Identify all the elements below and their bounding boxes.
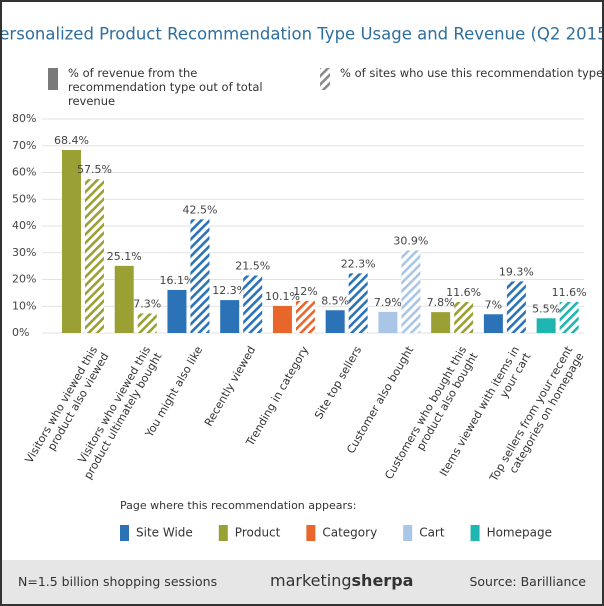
- bar: [378, 311, 398, 333]
- value-label: 21.5%: [235, 259, 270, 272]
- value-label: 8.5%: [321, 294, 349, 307]
- page-legend-label: Product: [235, 526, 281, 540]
- y-tick-label: 80%: [12, 112, 36, 125]
- bar: [295, 300, 315, 333]
- chart: Personalized Product Recommendation Type…: [2, 25, 602, 541]
- page-legend-swatch: [120, 525, 129, 541]
- value-label: 25.1%: [107, 250, 142, 263]
- legend-label: % of revenue from the recommendation typ…: [68, 66, 263, 108]
- page-legend-swatch: [218, 525, 228, 541]
- legend-label: % of sites who use this recommendation t…: [340, 66, 604, 80]
- y-tick-label: 30%: [12, 246, 36, 259]
- bar: [220, 300, 240, 333]
- value-label: 7.8%: [427, 296, 455, 309]
- bar: [272, 305, 292, 333]
- y-tick-label: 0%: [12, 326, 29, 339]
- value-label: 16.1%: [159, 274, 194, 287]
- page-legend-label: Cart: [419, 526, 445, 540]
- bar: [114, 265, 134, 333]
- logo-bold: sherpa: [351, 571, 414, 590]
- bar: [348, 273, 368, 333]
- chart-title: Personalized Product Recommendation Type…: [2, 25, 602, 44]
- footer: N=1.5 billion shopping sessions marketin…: [2, 560, 602, 604]
- value-label: 42.5%: [182, 203, 217, 216]
- page-legend-label: Category: [322, 526, 377, 540]
- page-legend-swatch: [403, 525, 413, 541]
- bar: [483, 314, 503, 333]
- bar: [559, 301, 579, 333]
- value-label: 68.4%: [54, 134, 89, 147]
- value-label: 12.3%: [212, 284, 247, 297]
- value-label: 7.3%: [133, 297, 161, 310]
- bar: [401, 250, 421, 333]
- y-tick-label: 70%: [12, 139, 36, 152]
- value-label: 7.9%: [374, 296, 402, 309]
- bar: [84, 179, 104, 333]
- logo-light: marketing: [270, 571, 352, 590]
- bar: [536, 318, 556, 333]
- legend-swatch: [48, 68, 58, 90]
- value-label: 5.5%: [532, 302, 560, 315]
- value-label: 7%: [485, 298, 502, 311]
- footer-source: Source: Barilliance: [469, 574, 586, 589]
- value-label: 11.6%: [552, 286, 587, 299]
- bar: [61, 150, 81, 333]
- page-legend-swatch: [306, 525, 316, 541]
- bar: [506, 281, 526, 333]
- y-tick-label: 10%: [12, 299, 36, 312]
- y-tick-label: 40%: [12, 219, 36, 232]
- value-label: 22.3%: [341, 257, 376, 270]
- logo: marketingsherpa: [270, 571, 413, 590]
- y-tick-label: 60%: [12, 166, 36, 179]
- page-legend-title: Page where this recommendation appears:: [120, 499, 357, 512]
- legend-swatch: [320, 68, 330, 90]
- value-label: 11.6%: [446, 286, 481, 299]
- value-label: 10.1%: [265, 290, 300, 303]
- footer-note: N=1.5 billion shopping sessions: [18, 574, 218, 589]
- bar: [431, 312, 451, 333]
- value-label: 19.3%: [499, 265, 534, 278]
- bar: [243, 275, 263, 333]
- y-tick-label: 20%: [12, 273, 36, 286]
- bar: [454, 301, 474, 333]
- value-label: 57.5%: [77, 163, 112, 176]
- y-tick-label: 50%: [12, 192, 36, 205]
- value-label: 12%: [293, 285, 317, 298]
- page-legend-swatch: [470, 525, 480, 541]
- page-legend-label: Homepage: [487, 526, 552, 540]
- page-legend-label: Site Wide: [136, 526, 193, 540]
- bar: [190, 219, 210, 333]
- bar: [137, 313, 157, 333]
- value-label: 30.9%: [393, 234, 428, 247]
- bar: [167, 289, 187, 333]
- bar: [325, 310, 345, 333]
